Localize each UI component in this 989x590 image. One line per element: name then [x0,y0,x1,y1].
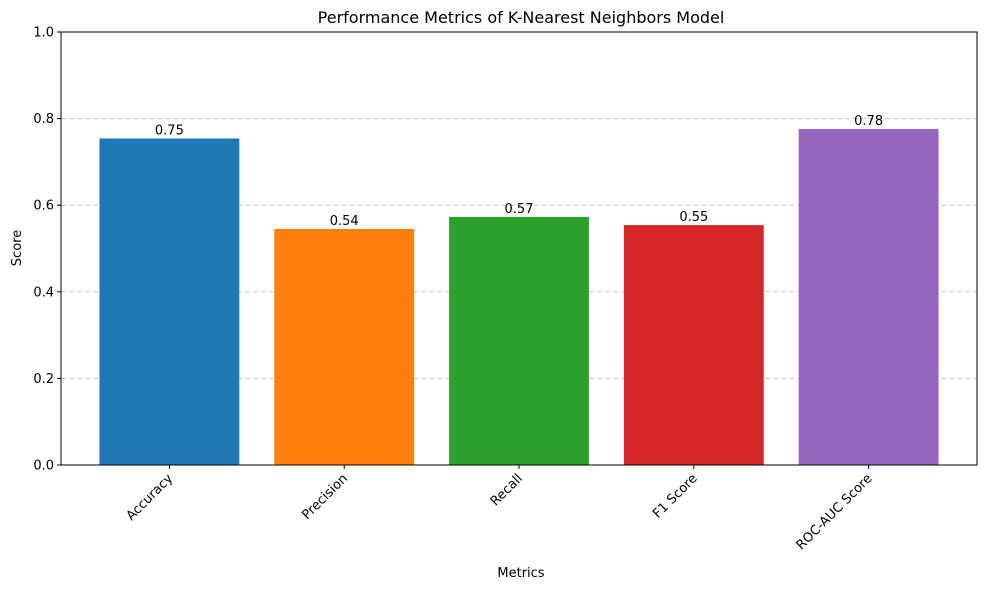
x-tick-label: Recall [488,471,526,509]
y-tick-label: 1.0 [33,26,54,41]
bar [798,128,939,465]
x-axis-ticks: Accuracy Precision Recall F1 Score ROC-AUC S… [124,465,876,553]
y-axis-label: Score [10,230,25,266]
bar [623,225,764,465]
x-axis-label: Metrics [497,566,544,581]
bar [274,229,415,465]
y-tick-label: 0.6 [33,199,54,214]
bar [99,138,240,465]
data-label: 0.75 [155,124,184,139]
data-label: 0.57 [505,202,534,217]
x-tick-label: ROC-AUC Score [794,471,876,553]
x-tick-label: Precision [299,471,351,523]
bar [449,216,589,465]
chart-title: Performance Metrics of K-Nearest Neighbo… [318,8,725,27]
bars [99,128,939,465]
data-label: 0.55 [679,210,708,225]
data-label: 0.54 [330,214,359,229]
x-tick-label: Accuracy [124,471,177,524]
y-tick-label: 0.4 [33,285,54,300]
x-tick-label: F1 Score [650,471,700,521]
y-tick-label: 0.2 [33,372,54,387]
y-axis-ticks: 0.0 0.2 0.4 0.6 0.8 1.0 [33,26,61,474]
data-labels: 0.75 0.54 0.57 0.55 0.78 [155,114,883,229]
y-tick-label: 0.0 [33,459,54,474]
data-label: 0.78 [854,114,883,129]
y-tick-label: 0.8 [33,112,54,127]
